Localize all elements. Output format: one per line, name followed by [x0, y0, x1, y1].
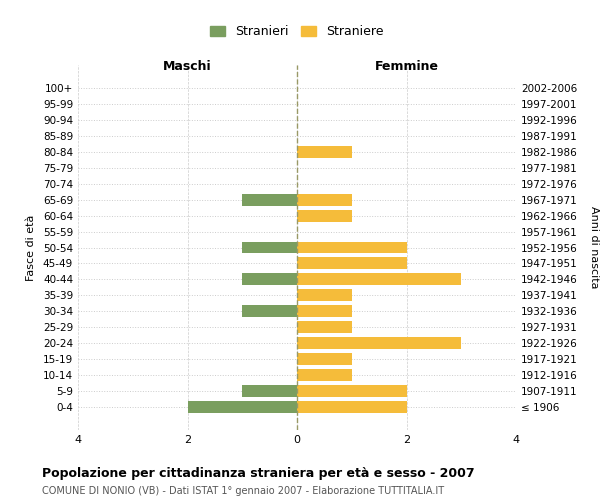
Bar — [297, 306, 352, 318]
Bar — [297, 146, 352, 158]
Bar — [242, 274, 297, 285]
Bar — [242, 242, 297, 254]
Y-axis label: Anni di nascita: Anni di nascita — [589, 206, 599, 289]
Bar — [187, 402, 297, 413]
Bar — [242, 306, 297, 318]
Text: Maschi: Maschi — [163, 60, 212, 73]
Bar — [297, 402, 407, 413]
Legend: Stranieri, Straniere: Stranieri, Straniere — [205, 20, 389, 43]
Bar — [297, 258, 407, 270]
Text: Popolazione per cittadinanza straniera per età e sesso - 2007: Popolazione per cittadinanza straniera p… — [42, 468, 475, 480]
Text: Femmine: Femmine — [374, 60, 439, 73]
Bar — [297, 274, 461, 285]
Bar — [297, 322, 352, 334]
Bar — [242, 386, 297, 398]
Bar — [242, 194, 297, 205]
Bar — [297, 210, 352, 222]
Bar — [297, 354, 352, 366]
Bar — [297, 370, 352, 382]
Bar — [297, 290, 352, 302]
Bar — [297, 194, 352, 205]
Bar — [297, 338, 461, 349]
Bar — [297, 242, 407, 254]
Y-axis label: Fasce di età: Fasce di età — [26, 214, 36, 280]
Text: COMUNE DI NONIO (VB) - Dati ISTAT 1° gennaio 2007 - Elaborazione TUTTITALIA.IT: COMUNE DI NONIO (VB) - Dati ISTAT 1° gen… — [42, 486, 444, 496]
Bar — [297, 386, 407, 398]
